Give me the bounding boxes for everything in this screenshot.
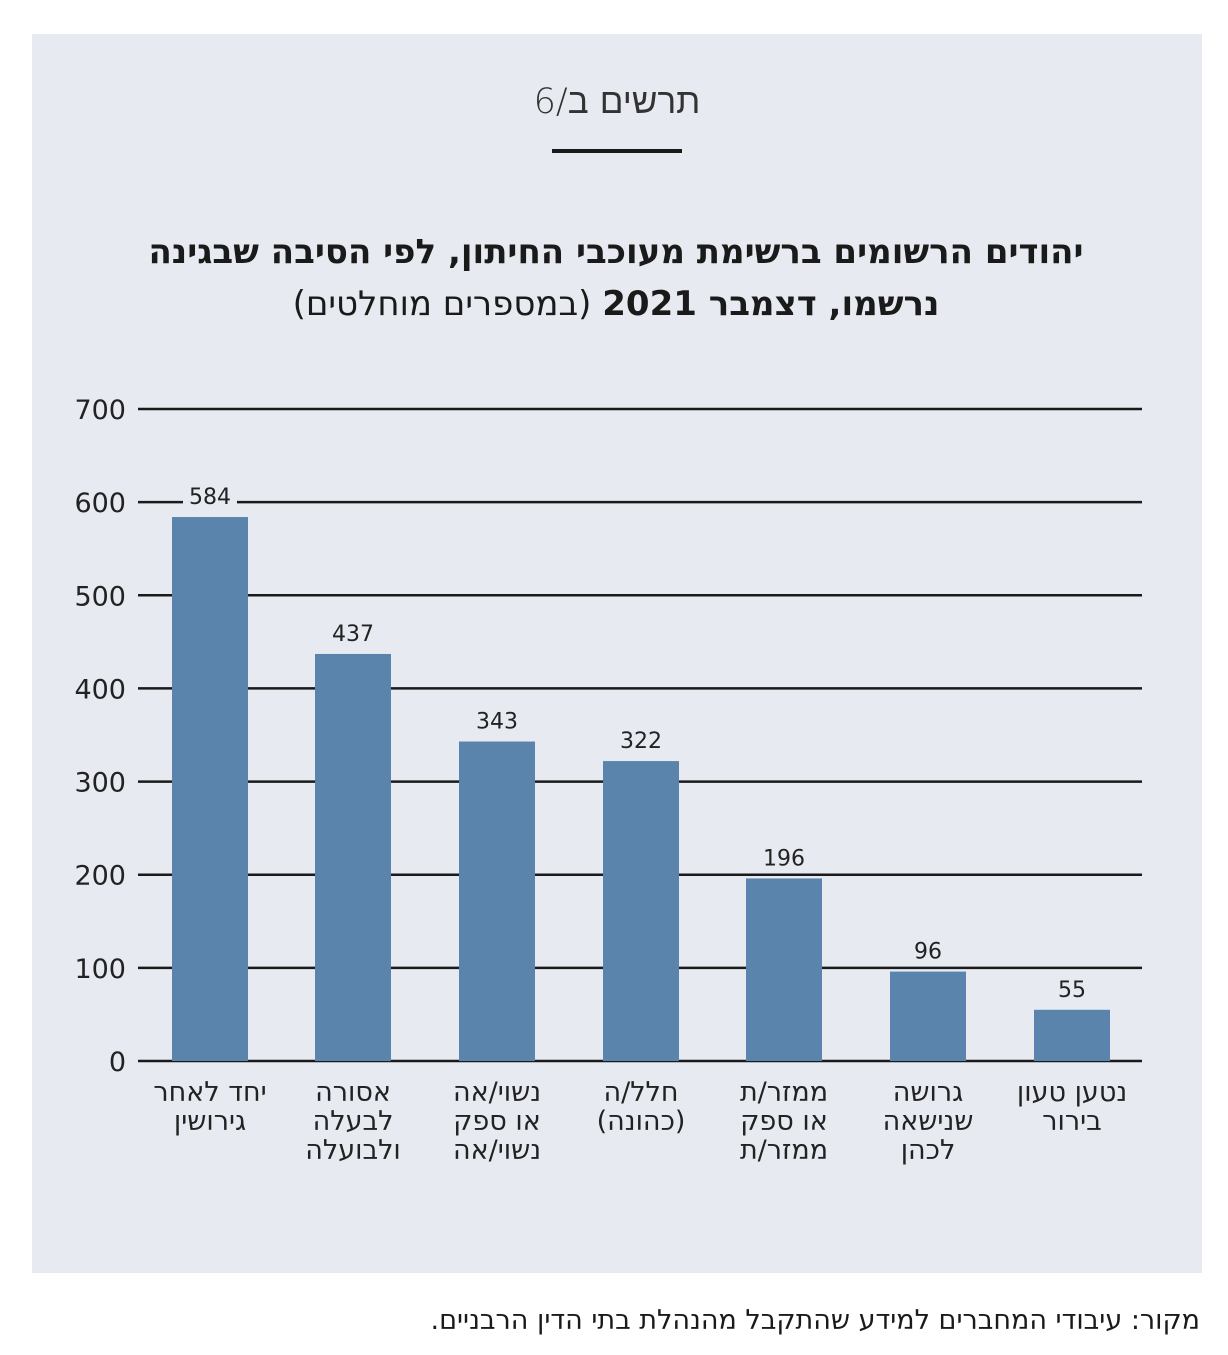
x-tick-label: ממזר/ת <box>740 1077 828 1108</box>
title-rule <box>552 149 682 153</box>
data-label: 437 <box>332 622 374 647</box>
x-tick-label: ממזר/ת <box>740 1135 828 1166</box>
source-note: מקור: עיבודי המחברים למידע שהתקבל מהנהלת… <box>430 1305 1201 1336</box>
x-tick-label: או ספק <box>453 1106 541 1137</box>
data-label-bg <box>470 707 524 734</box>
y-tick-label: 300 <box>74 768 126 799</box>
data-label: 196 <box>763 846 805 871</box>
chart-title: יהודים הרשומים ברשימת מעוכבי החיתון, לפי… <box>60 226 1172 330</box>
data-label-bg <box>326 619 380 646</box>
y-tick-label: 700 <box>74 395 126 426</box>
chart-title-units: (במספרים מוחלטים) <box>292 284 592 324</box>
chart-title-date: נרשמו, דצמבר 2021 <box>602 284 940 324</box>
data-label: 584 <box>189 485 231 510</box>
data-label-bg <box>614 727 668 754</box>
x-tick-label: לכהן <box>901 1135 956 1166</box>
x-tick-label: שנישאה <box>883 1106 974 1137</box>
data-label: 322 <box>620 729 662 754</box>
bar <box>746 878 822 1061</box>
x-tick-label: נשוי/אה <box>453 1135 541 1166</box>
x-tick-label: אסורה <box>315 1077 391 1108</box>
x-tick-label: נטען טעון <box>1017 1077 1127 1108</box>
data-label-bg <box>183 483 237 510</box>
data-label-bg <box>1052 975 1092 1002</box>
chart-title-line1: יהודים הרשומים ברשימת מעוכבי החיתון, לפי… <box>148 232 1084 272</box>
y-tick-label: 600 <box>74 488 126 519</box>
data-label: 343 <box>476 710 518 735</box>
x-tick-label: בירור <box>1042 1106 1101 1137</box>
x-tick-label: גירושין <box>174 1106 246 1137</box>
y-tick-label: 100 <box>74 954 126 985</box>
bar <box>459 741 535 1061</box>
data-label: 96 <box>914 940 942 965</box>
data-label-bg <box>908 937 948 964</box>
y-tick-label: 500 <box>74 581 126 612</box>
bar <box>172 517 248 1061</box>
bar <box>890 971 966 1061</box>
y-tick-label: 400 <box>74 674 126 705</box>
bar <box>603 761 679 1061</box>
x-tick-label: ולבועלה <box>305 1135 401 1166</box>
x-tick-label: יחד לאחר <box>153 1077 266 1108</box>
x-tick-label: לבעלה <box>313 1106 394 1137</box>
bar <box>1034 1009 1110 1061</box>
x-tick-label: נשוי/אה <box>453 1077 541 1108</box>
x-tick-label: חלל/ה <box>603 1077 678 1108</box>
x-tick-label: (כהונה) <box>597 1106 686 1137</box>
x-tick-label: או ספק <box>740 1106 828 1137</box>
figure-label: תרשים ב/6 <box>533 82 701 122</box>
y-tick-label: 200 <box>74 861 126 892</box>
x-tick-label: גרושה <box>893 1077 964 1108</box>
data-label-bg <box>757 844 811 871</box>
bar <box>315 653 391 1061</box>
y-tick-label: 0 <box>109 1047 126 1078</box>
data-label: 55 <box>1058 978 1086 1003</box>
